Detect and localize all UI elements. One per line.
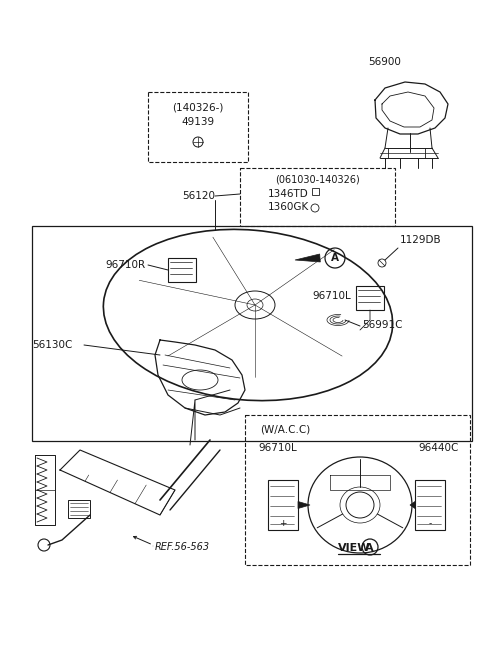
Text: A: A [331, 253, 339, 263]
Polygon shape [410, 501, 415, 508]
Bar [415, 480, 445, 530]
Bar [312, 188, 319, 195]
Text: +: + [279, 520, 287, 529]
Bar [245, 415, 470, 565]
Bar [240, 168, 395, 226]
Bar [32, 226, 472, 441]
Text: -: - [428, 520, 432, 529]
Text: (140326-): (140326-) [172, 103, 224, 113]
Text: 56130C: 56130C [32, 340, 72, 350]
Text: 96710L: 96710L [312, 291, 351, 301]
Text: 1129DB: 1129DB [400, 235, 442, 245]
Bar [356, 286, 384, 310]
Bar [168, 258, 196, 282]
Text: 49139: 49139 [181, 117, 215, 127]
Text: 1346TD: 1346TD [268, 189, 309, 199]
Text: (061030-140326): (061030-140326) [276, 175, 360, 185]
Polygon shape [295, 254, 320, 262]
Bar [268, 480, 298, 530]
Text: A: A [365, 543, 373, 553]
Text: 96710L: 96710L [258, 443, 297, 453]
Bar [68, 500, 90, 518]
Text: 96710R: 96710R [105, 260, 145, 270]
Text: 56900: 56900 [368, 57, 401, 67]
Polygon shape [298, 501, 310, 508]
Text: REF.56-563: REF.56-563 [155, 542, 210, 552]
Text: 56120: 56120 [182, 191, 215, 201]
Bar [148, 92, 248, 162]
Text: VIEW: VIEW [338, 543, 371, 553]
Text: 96440C: 96440C [418, 443, 458, 453]
Text: 1360GK: 1360GK [268, 202, 309, 212]
Text: (W/A.C.C): (W/A.C.C) [260, 425, 310, 435]
Text: 56991C: 56991C [362, 320, 403, 330]
